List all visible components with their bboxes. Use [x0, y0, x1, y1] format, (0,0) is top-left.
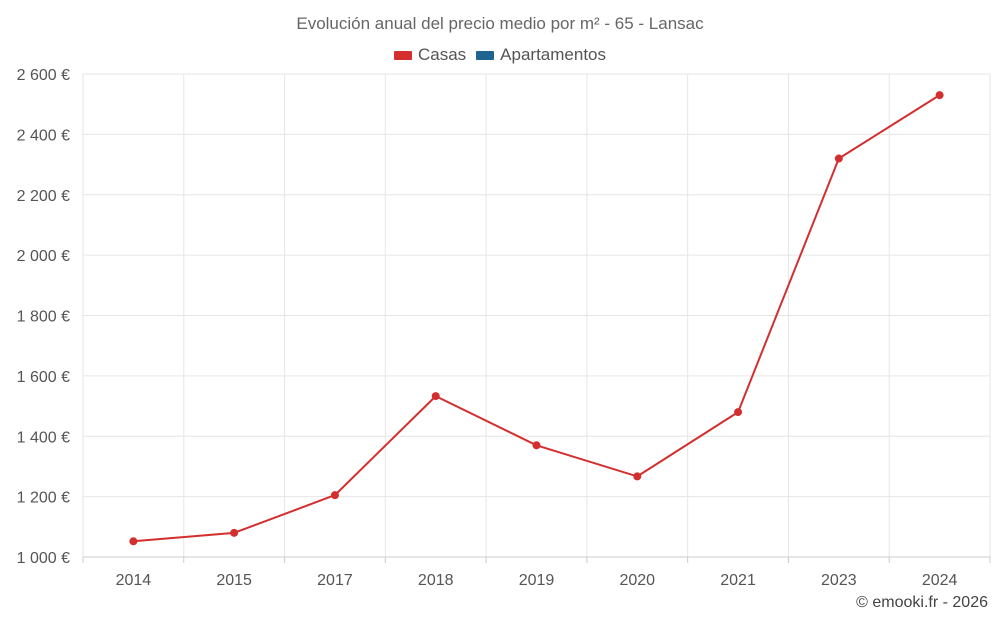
- x-tick-label: 2015: [216, 572, 252, 589]
- data-point-casas: [532, 441, 541, 450]
- x-tick-label: 2023: [821, 572, 857, 589]
- data-point-casas: [330, 491, 339, 500]
- y-tick-label: 1 600 €: [17, 369, 70, 386]
- y-tick-label: 2 000 €: [17, 248, 70, 265]
- legend-item-apartamentos[interactable]: Apartamentos: [476, 45, 606, 65]
- x-tick-label: 2021: [720, 572, 756, 589]
- legend-swatch-apartamentos: [476, 50, 495, 60]
- y-tick-label: 1 800 €: [17, 309, 70, 326]
- y-tick-label: 1 400 €: [17, 429, 70, 446]
- legend-label-casas: Casas: [417, 45, 467, 64]
- y-tick-label: 1 200 €: [17, 490, 70, 507]
- data-point-casas: [935, 91, 944, 100]
- grid-lines: [82, 73, 991, 557]
- x-tick-label: 2018: [418, 572, 454, 589]
- data-point-casas: [230, 528, 239, 537]
- x-tick-label: 2014: [116, 572, 152, 589]
- legend-swatch-casas: [393, 50, 412, 60]
- legend-item-casas[interactable]: Casas: [393, 45, 467, 65]
- x-tick-label: 2020: [619, 572, 655, 589]
- copyright-text: © emooki.fr - 2026: [856, 594, 988, 611]
- chart-legend: Casas Apartamentos: [0, 45, 1000, 65]
- series-line-casas: [133, 94, 941, 543]
- x-tick-label: 2019: [519, 572, 555, 589]
- data-point-casas: [633, 472, 642, 481]
- chart-title: Evolución anual del precio medio por m² …: [296, 14, 704, 33]
- y-tick-label: 2 200 €: [17, 188, 70, 205]
- series-casas: [129, 91, 944, 546]
- y-tick-label: 2 400 €: [17, 127, 70, 144]
- x-tick-label: 2024: [922, 572, 958, 589]
- legend-label-apartamentos: Apartamentos: [500, 45, 607, 64]
- axes: 1 000 € 1 200 € 1 400 € 1 600 € 1 800 € 2 000…: [17, 67, 991, 589]
- data-point-casas: [129, 537, 138, 546]
- y-tick-label: 1 000 €: [17, 550, 70, 567]
- data-point-casas: [431, 392, 440, 401]
- data-point-casas: [734, 408, 743, 417]
- x-tick-label: 2017: [317, 572, 353, 589]
- data-point-casas: [834, 154, 843, 163]
- y-tick-label: 2 600 €: [17, 67, 70, 84]
